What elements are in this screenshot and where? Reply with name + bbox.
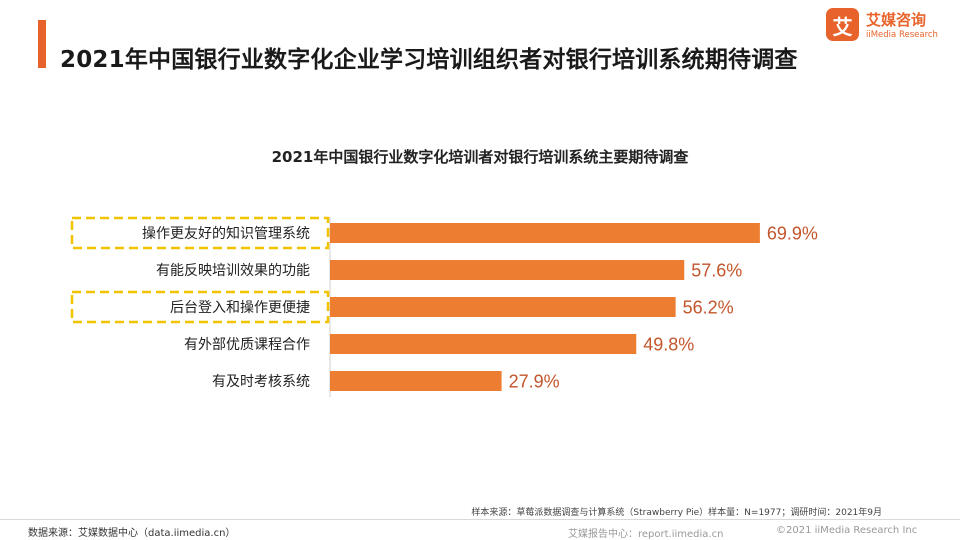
page-title: 2021年中国银行业数字化企业学习培训组织者对银行培训系统期待调查 bbox=[60, 47, 798, 73]
data-label: 69.9% bbox=[767, 224, 818, 244]
data-source: 数据来源：艾媒数据中心（data.iimedia.cn） bbox=[28, 528, 236, 539]
category-label: 有外部优质课程合作 bbox=[184, 337, 310, 353]
sample-note: 样本来源：草莓派数据调查与计算系统（Strawberry Pie）样本量：N=1… bbox=[471, 508, 882, 518]
category-label: 后台登入和操作更便捷 bbox=[170, 300, 310, 316]
category-label: 有能反映培训效果的功能 bbox=[156, 263, 310, 279]
copyright: ©2021 iiMedia Research Inc bbox=[776, 525, 918, 536]
title-accent-bar bbox=[38, 20, 46, 68]
bar bbox=[330, 297, 676, 317]
highlight-box bbox=[70, 216, 330, 250]
footer-divider bbox=[0, 519, 960, 520]
data-label: 49.8% bbox=[643, 335, 694, 355]
logo-chinese-name: 艾媒咨询 bbox=[866, 11, 927, 29]
highlight-box bbox=[70, 290, 330, 324]
logo-mark-icon: 艾 bbox=[826, 8, 859, 41]
bar bbox=[330, 260, 685, 280]
category-label: 有及时考核系统 bbox=[212, 374, 310, 390]
data-label: 57.6% bbox=[691, 261, 742, 281]
category-label: 操作更友好的知识管理系统 bbox=[142, 225, 310, 242]
data-label: 56.2% bbox=[683, 298, 734, 318]
chart-title: 2021年中国银行业数字化培训者对银行培训系统主要期待调查 bbox=[271, 148, 689, 166]
bar bbox=[330, 223, 760, 243]
report-center-link: 艾媒报告中心：report.iimedia.cn bbox=[568, 529, 724, 540]
logo-english-name: iiMedia Research bbox=[866, 30, 938, 40]
brand-logo: 艾 艾媒咨询 iiMedia Research bbox=[826, 8, 954, 44]
bar bbox=[330, 334, 637, 354]
data-label: 27.9% bbox=[509, 372, 560, 392]
bar bbox=[330, 371, 502, 391]
